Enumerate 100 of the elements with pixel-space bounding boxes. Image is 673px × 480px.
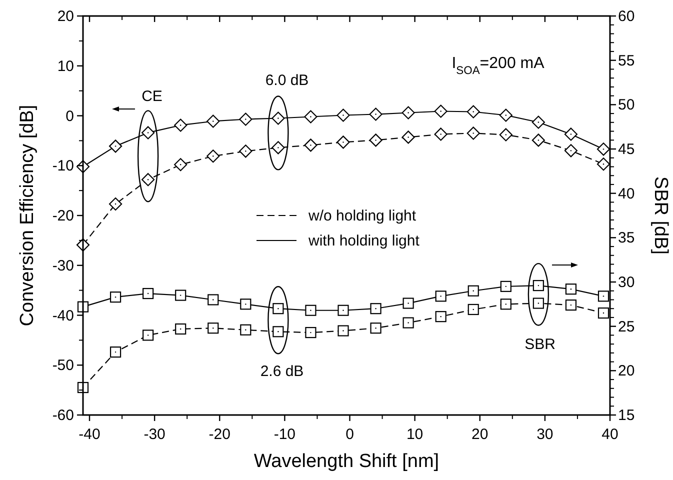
annotation: SBR bbox=[524, 336, 556, 353]
y2-tick-label: 30 bbox=[618, 274, 635, 291]
point bbox=[596, 142, 610, 156]
point bbox=[336, 108, 350, 122]
point bbox=[500, 298, 512, 310]
point bbox=[108, 140, 122, 153]
y-axis-title: Conversion Efficiency [dB] bbox=[17, 104, 38, 326]
y2-tick-label: 35 bbox=[618, 230, 635, 247]
point bbox=[272, 112, 285, 125]
annotation: I$_{SOA}$=200 mA bbox=[452, 55, 545, 77]
point bbox=[434, 128, 448, 141]
point bbox=[564, 128, 578, 141]
point bbox=[206, 114, 220, 128]
point bbox=[466, 105, 480, 118]
point bbox=[564, 144, 578, 158]
x-tick-label: 0 bbox=[346, 426, 354, 443]
point bbox=[402, 106, 415, 120]
point bbox=[175, 290, 186, 301]
point bbox=[338, 304, 349, 316]
point bbox=[108, 197, 122, 211]
point bbox=[206, 150, 220, 163]
y2-tick-label: 45 bbox=[618, 141, 635, 158]
point bbox=[532, 116, 545, 129]
point bbox=[142, 173, 155, 186]
point bbox=[598, 307, 610, 319]
point bbox=[174, 158, 188, 172]
point bbox=[499, 108, 512, 122]
point bbox=[304, 138, 318, 152]
point bbox=[532, 134, 545, 147]
point bbox=[500, 280, 512, 292]
point bbox=[468, 285, 479, 296]
point bbox=[174, 118, 188, 132]
point bbox=[272, 326, 284, 338]
x-axis-title: Wavelength Shift [nm] bbox=[254, 451, 440, 472]
point bbox=[434, 104, 448, 118]
y-tick-label: -60 bbox=[52, 407, 74, 424]
y2-tick-label: 20 bbox=[618, 362, 635, 380]
point bbox=[110, 292, 122, 303]
annotation: 2.6 dB bbox=[260, 363, 304, 380]
x-tick-label: 10 bbox=[406, 426, 424, 443]
point bbox=[370, 322, 382, 334]
point bbox=[142, 330, 154, 341]
point bbox=[208, 322, 219, 334]
point bbox=[77, 301, 89, 312]
x-tick-label: -40 bbox=[78, 426, 100, 443]
y-tick-label: 0 bbox=[66, 108, 74, 125]
x-tick-label: 30 bbox=[536, 426, 554, 443]
point bbox=[110, 346, 122, 358]
point bbox=[435, 311, 446, 322]
point bbox=[468, 304, 479, 316]
x-tick-label: 20 bbox=[472, 426, 488, 443]
point bbox=[532, 298, 544, 309]
y2-axis-title: SBR [dB] bbox=[650, 176, 671, 255]
y-tick-label: -20 bbox=[52, 208, 74, 224]
point bbox=[272, 141, 285, 154]
y2-tick-label: 55 bbox=[618, 52, 635, 70]
point bbox=[304, 110, 318, 124]
point bbox=[338, 325, 349, 336]
point bbox=[565, 284, 577, 295]
legend-label: with holding light bbox=[308, 232, 420, 250]
point bbox=[142, 288, 154, 300]
point bbox=[305, 304, 316, 316]
y-tick-label: 20 bbox=[57, 8, 74, 25]
y-tick-label: 10 bbox=[57, 58, 74, 75]
x-tick-label: 40 bbox=[602, 426, 618, 443]
y-tick-label: -50 bbox=[52, 357, 74, 374]
point bbox=[336, 136, 350, 149]
point bbox=[466, 126, 480, 140]
point bbox=[532, 280, 544, 292]
point bbox=[239, 112, 252, 126]
point bbox=[435, 290, 446, 302]
y2-tick-label: 25 bbox=[618, 318, 635, 336]
point bbox=[565, 300, 577, 311]
point bbox=[208, 294, 219, 306]
point bbox=[239, 144, 252, 158]
point bbox=[499, 128, 512, 142]
y-tick-label: -10 bbox=[52, 158, 74, 175]
y-tick-label: -40 bbox=[52, 307, 74, 324]
point bbox=[596, 158, 610, 171]
x-tick-label: -10 bbox=[274, 426, 296, 443]
y2-tick-label: 40 bbox=[618, 185, 635, 202]
point bbox=[240, 298, 252, 310]
point bbox=[175, 323, 186, 335]
point bbox=[369, 108, 382, 121]
point bbox=[370, 303, 382, 314]
x-tick-label: -20 bbox=[208, 426, 230, 443]
y-tick-label: -30 bbox=[52, 257, 74, 274]
annotation: 6.0 dB bbox=[265, 72, 309, 89]
legend-label: w/o holding light bbox=[308, 208, 417, 224]
point bbox=[598, 290, 610, 302]
point bbox=[305, 326, 316, 338]
point bbox=[272, 303, 284, 314]
y2-tick-label: 50 bbox=[618, 96, 635, 114]
point bbox=[402, 130, 415, 144]
point bbox=[369, 134, 382, 147]
point bbox=[142, 126, 155, 140]
point bbox=[402, 298, 414, 309]
point bbox=[240, 324, 252, 336]
x-tick-label: -30 bbox=[144, 426, 166, 443]
point bbox=[402, 317, 414, 328]
